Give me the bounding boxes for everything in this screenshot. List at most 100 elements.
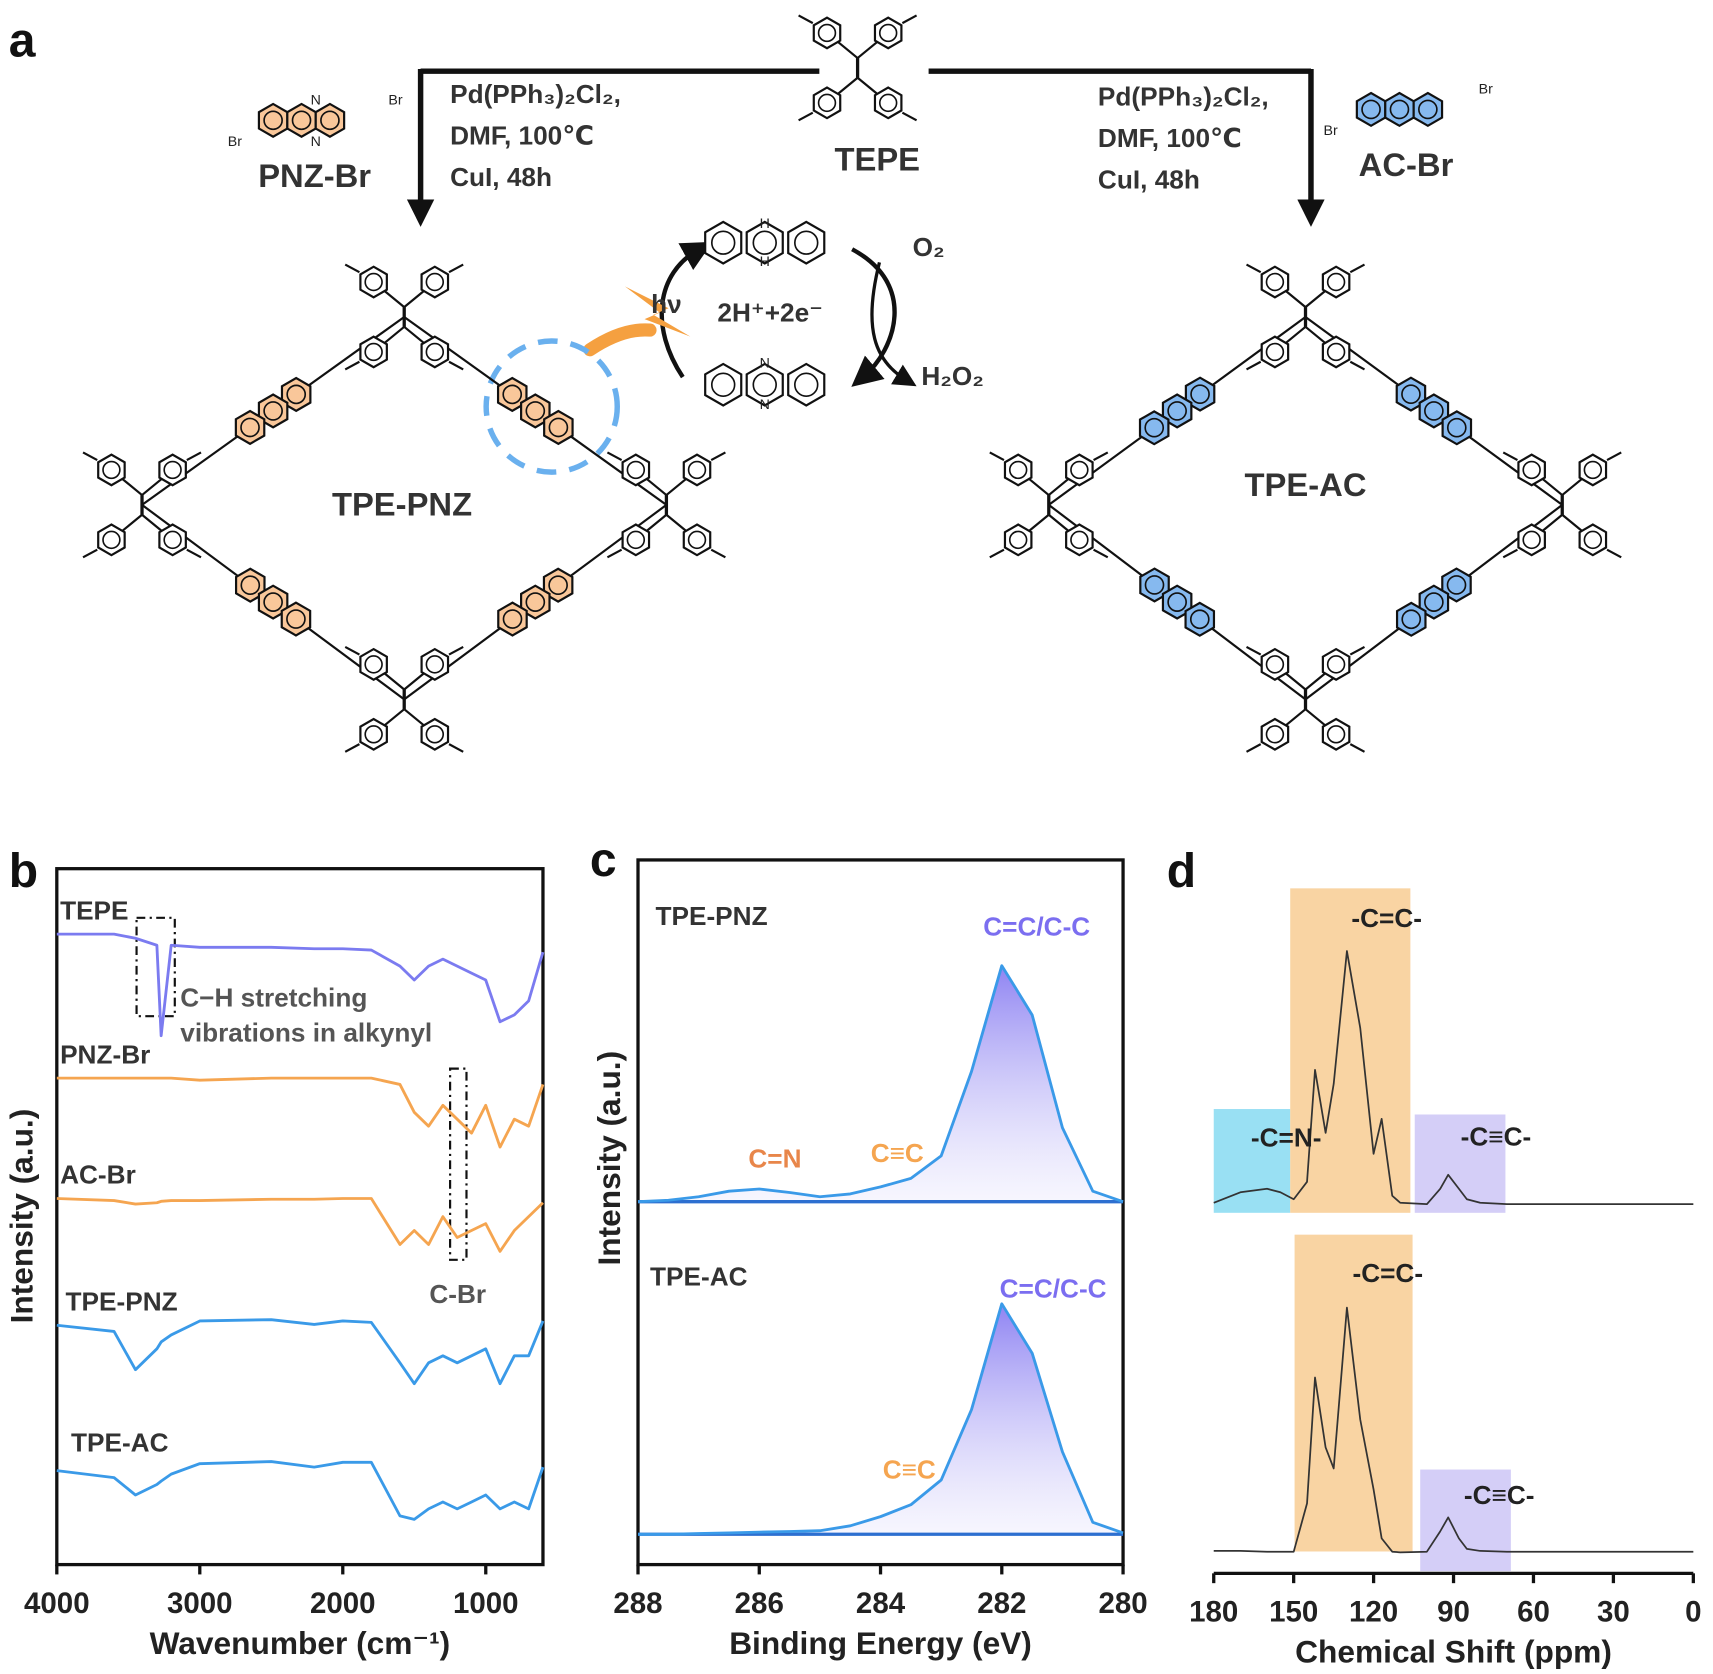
label: TPE-AC (1245, 466, 1367, 503)
annotation: -C=C- (1351, 903, 1422, 933)
x-tick-label: 0 (1685, 1596, 1701, 1629)
ring (1003, 523, 1033, 557)
ring-inner (1424, 401, 1444, 421)
bond (1349, 645, 1366, 656)
annotation: -C=C- (1352, 1258, 1423, 1288)
shift-region (1414, 1114, 1506, 1213)
ring (1065, 523, 1094, 557)
panel-letter: a (9, 14, 37, 68)
label: PNZ-Br (258, 157, 371, 194)
highlight-circle (483, 338, 620, 475)
ring-inner (1446, 417, 1467, 438)
ring (420, 717, 450, 751)
x-tick-label: 2000 (310, 1587, 376, 1620)
ring-inner (425, 655, 445, 674)
spectrum (1213, 950, 1694, 1206)
ring (1260, 717, 1290, 751)
x-tick-label: 180 (1189, 1596, 1238, 1629)
condition: DMF, 100℃ (1098, 123, 1242, 153)
ring (257, 393, 289, 429)
cycle-arrow (659, 241, 713, 379)
shift-region (1290, 888, 1411, 1213)
ring-inner (1190, 384, 1210, 404)
ring-inner (364, 655, 383, 674)
cycle-arrow (851, 247, 897, 387)
ring-inner (102, 460, 121, 480)
bond (344, 645, 360, 656)
series-label: TPE-AC (71, 1427, 169, 1457)
ring (280, 601, 312, 637)
ring (812, 86, 842, 120)
ring (420, 265, 450, 299)
ring (1517, 453, 1546, 487)
bond (1349, 360, 1366, 371)
ring-inner (1424, 592, 1444, 612)
ring-inner (1583, 530, 1603, 550)
molecules: Br Br Br Br N N H H N N (82, 14, 1622, 753)
x-tick-label: 4000 (24, 1587, 90, 1620)
ring (158, 523, 187, 557)
bond (1245, 743, 1262, 753)
ring-inner (425, 272, 445, 292)
ring (520, 393, 551, 429)
x-tick-label: 286 (735, 1587, 784, 1620)
ring-inner (1522, 460, 1541, 480)
bond (1349, 743, 1366, 753)
ring-inner (240, 575, 261, 596)
ring (1260, 335, 1290, 369)
ring (621, 453, 651, 487)
annotation: -C≡C- (1464, 1480, 1535, 1510)
ring (621, 523, 651, 557)
ring (520, 584, 551, 620)
condition: DMF, 100℃ (450, 121, 594, 151)
x-tick-label: 60 (1517, 1596, 1550, 1629)
ring-inner (163, 530, 182, 550)
ring-inner (1070, 460, 1089, 480)
ring (1139, 567, 1170, 603)
ring (1321, 335, 1351, 369)
ring (1184, 601, 1216, 637)
ring (1260, 265, 1290, 299)
panel-letter: d (1167, 844, 1196, 898)
ring-inner (291, 110, 312, 131)
condition: Pd(PPh₃)₂Cl₂, (1098, 81, 1269, 111)
ring-inner (626, 460, 646, 480)
x-tick-label: 1000 (453, 1587, 519, 1620)
ring (420, 335, 450, 369)
ring (420, 647, 450, 681)
x-tick-label: 3000 (167, 1587, 233, 1620)
ring-inner (1070, 530, 1089, 550)
bond (344, 263, 360, 274)
atom-label: Br (388, 92, 402, 108)
ring-inner (710, 230, 736, 255)
ring-inner (102, 530, 121, 550)
ring (314, 102, 346, 138)
ring (1065, 453, 1094, 487)
ring-inner (1401, 384, 1421, 404)
x-axis-label: Wavenumber (cm⁻¹) (150, 1625, 451, 1661)
condition: Pd(PPh₃)₂Cl₂, (450, 79, 621, 109)
ring (1321, 265, 1351, 299)
ring-inner (878, 23, 898, 43)
spectrum (1213, 1306, 1694, 1554)
bond (901, 111, 918, 122)
panel-letter: b (9, 844, 38, 898)
plot-frame (55, 867, 545, 1567)
spectrum (56, 1318, 545, 1386)
spectrum (56, 1460, 545, 1521)
x-axis-label: Binding Energy (eV) (729, 1625, 1032, 1661)
ring (359, 647, 388, 681)
ring-inner (1326, 272, 1346, 292)
ring-inner (752, 230, 777, 255)
atom-label: H (760, 254, 770, 270)
bond (710, 548, 726, 559)
ring (1418, 584, 1450, 620)
bond (186, 451, 202, 462)
bond (448, 645, 464, 656)
ring (787, 362, 826, 407)
ring (812, 16, 842, 50)
ring-inner (1326, 342, 1346, 362)
ring-inner (1326, 725, 1346, 744)
label: O₂ (913, 232, 945, 262)
ring (359, 265, 388, 299)
